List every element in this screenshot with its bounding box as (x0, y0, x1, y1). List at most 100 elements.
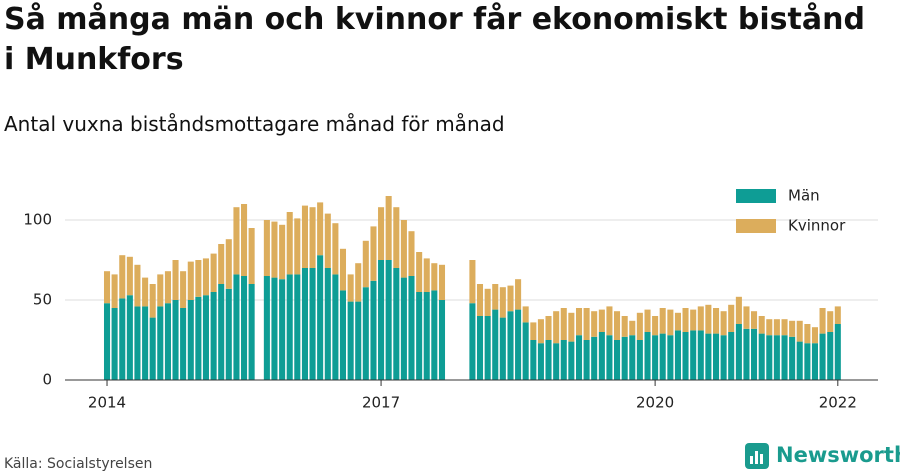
bar-segment (225, 239, 232, 289)
bar-segment (134, 306, 141, 380)
bar-segment (515, 279, 522, 310)
bar-segment (499, 317, 506, 380)
bar-segment (713, 308, 720, 334)
bar-segment (575, 335, 583, 380)
bar-segment (423, 292, 430, 380)
bar-segment (385, 260, 392, 380)
bar-segment (164, 271, 171, 304)
bar-segment (507, 311, 514, 380)
bar-segment (210, 292, 217, 380)
bar-segment (751, 328, 758, 380)
bar-segment (202, 295, 209, 380)
bar-segment (416, 252, 423, 292)
bar-segment (271, 221, 278, 278)
bar-segment (758, 316, 765, 334)
bar-segment (233, 207, 240, 275)
bar-segment (522, 322, 529, 380)
bar-segment (149, 284, 156, 318)
bar-segment (591, 311, 598, 337)
bar-segment (606, 306, 613, 336)
source: Källa: Socialstyrelsen (4, 456, 152, 472)
bar-segment (811, 343, 819, 380)
bar-segment (827, 332, 834, 380)
bar-segment (126, 295, 133, 380)
bar-segment (317, 255, 324, 380)
bar-segment (621, 336, 628, 380)
bar-segment (111, 274, 118, 308)
bar-segment (484, 316, 491, 380)
bar-segment (210, 253, 217, 292)
bar-segment (499, 287, 506, 318)
legend-swatch (736, 219, 776, 233)
bar-segment (195, 296, 202, 380)
bar-segment (301, 205, 309, 268)
bar-segment (279, 224, 286, 280)
bar-segment (149, 317, 156, 380)
bar-segment (164, 303, 171, 380)
bar-segment (621, 316, 628, 337)
bar-segment (804, 324, 811, 344)
bar-segment (545, 316, 552, 340)
bar-segment (834, 306, 841, 324)
bar-segment (705, 304, 712, 334)
bar-segment (332, 274, 339, 380)
logo-icon-bar (760, 454, 763, 464)
bar-segment (545, 340, 552, 380)
bar-segment (705, 333, 712, 380)
bar-segment (385, 196, 392, 260)
bar-segment (674, 330, 681, 380)
bar-segment (187, 300, 194, 380)
bar-segment (553, 343, 560, 380)
bar-segment (142, 306, 149, 380)
bar-segment (195, 260, 202, 297)
bar-segment (537, 343, 544, 380)
bar-segment (469, 303, 476, 380)
bar-segment (103, 303, 111, 380)
bar-segment (157, 306, 164, 380)
bar-segment (218, 244, 225, 284)
logo-icon-bar (750, 456, 753, 464)
chart-title: Så många män och kvinnor får ekonomiskt … (4, 2, 865, 77)
bar-segment (728, 332, 735, 380)
chart-subtitle: Antal vuxna biståndsmottagare månad för … (4, 112, 505, 136)
bar-segment (400, 220, 407, 278)
bar-segment (393, 268, 400, 380)
bar-segment (636, 312, 643, 340)
bar-segment (652, 335, 659, 380)
x-tick-label: 2017 (362, 394, 400, 412)
bar-segment (690, 309, 697, 331)
bar-segment (720, 335, 727, 380)
bar-segment (735, 296, 742, 324)
bar-segment (591, 336, 598, 380)
bar-segment (834, 324, 841, 380)
bar-segment (362, 240, 369, 288)
bar-segment (743, 328, 750, 380)
bar-segment (248, 228, 255, 284)
bar-segment (187, 261, 194, 300)
bar-segment (111, 308, 118, 380)
bar-segment (568, 312, 575, 342)
bar-segment (720, 311, 727, 336)
bar-segment (324, 268, 331, 380)
x-tick-label: 2014 (88, 394, 126, 412)
bar-segment (355, 263, 362, 302)
bar-segment (819, 308, 826, 334)
bar-segment (400, 277, 407, 380)
bar-segment (766, 319, 773, 336)
bar-segment (583, 340, 590, 380)
bar-segment (728, 304, 735, 332)
bar-segment (530, 322, 537, 340)
bar-segment (484, 288, 491, 316)
bar-segment (492, 309, 499, 380)
bar-segment (789, 336, 796, 380)
y-tick-label: 0 (42, 371, 52, 389)
bar-segment (263, 220, 270, 276)
bar-segment (294, 274, 301, 380)
bar-segment (332, 223, 339, 275)
bar-segment (568, 341, 575, 380)
bar-segment (644, 332, 651, 380)
bar-segment (286, 274, 293, 380)
bar-segment (408, 231, 415, 276)
